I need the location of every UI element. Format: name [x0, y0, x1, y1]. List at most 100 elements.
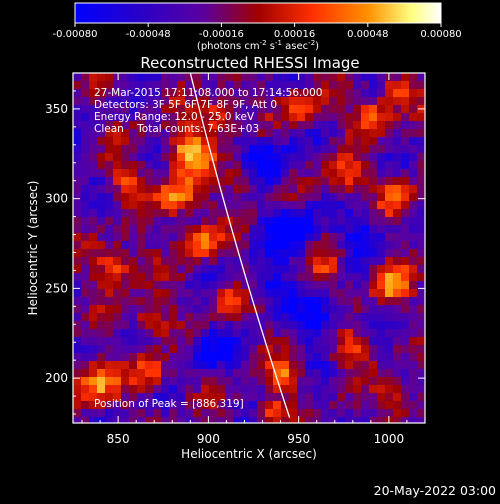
heatmap-cell [353, 417, 361, 423]
heatmap-cell [137, 145, 145, 153]
heatmap-cell [361, 313, 369, 321]
heatmap-cell [249, 377, 257, 385]
heatmap-cell [353, 225, 361, 233]
heatmap-cell [329, 409, 337, 417]
heatmap-cell [121, 321, 129, 329]
heatmap-cell [369, 249, 377, 257]
heatmap-cell [201, 393, 209, 401]
heatmap-cell [81, 153, 89, 161]
heatmap-cell [353, 89, 361, 97]
heatmap-cell [169, 225, 177, 233]
heatmap-cell [145, 73, 153, 81]
heatmap-cell [241, 353, 249, 361]
heatmap-cell [377, 201, 385, 209]
heatmap-cell [289, 313, 297, 321]
heatmap-cell [393, 73, 401, 81]
heatmap-cell [89, 105, 97, 113]
heatmap-cell [113, 361, 121, 369]
heatmap-cell [153, 81, 161, 89]
heatmap-cell [257, 153, 265, 161]
heatmap-cell [289, 89, 297, 97]
heatmap-cell [417, 185, 425, 193]
heatmap-cell [369, 329, 377, 337]
heatmap-cell [329, 297, 337, 305]
heatmap-cell [409, 89, 417, 97]
heatmap-cell [137, 193, 145, 201]
heatmap-cell [97, 321, 105, 329]
heatmap-cell [225, 169, 233, 177]
heatmap-cell [281, 89, 289, 97]
heatmap-cell [273, 265, 281, 273]
heatmap-cell [265, 201, 273, 209]
heatmap-cell [369, 273, 377, 281]
heatmap-cell [281, 217, 289, 225]
heatmap-cell [353, 249, 361, 257]
heatmap-cell [89, 89, 97, 97]
heatmap-cell [113, 409, 121, 417]
heatmap-cell [369, 193, 377, 201]
heatmap-cell [217, 177, 225, 185]
heatmap-cell [121, 281, 129, 289]
heatmap-cell [217, 113, 225, 121]
heatmap-cell [241, 345, 249, 353]
heatmap-cell [393, 321, 401, 329]
heatmap-cell [225, 305, 233, 313]
heatmap-cell [153, 353, 161, 361]
heatmap-cell [281, 345, 289, 353]
heatmap-cell [409, 249, 417, 257]
heatmap-cell [201, 209, 209, 217]
heatmap-cell [209, 329, 217, 337]
heatmap-cell [273, 129, 281, 137]
heatmap-cell [297, 249, 305, 257]
heatmap-cell [225, 273, 233, 281]
heatmap-cell [289, 265, 297, 273]
heatmap-cell [385, 345, 393, 353]
heatmap-cell [105, 217, 113, 225]
heatmap-cell [209, 289, 217, 297]
heatmap-cell [249, 361, 257, 369]
heatmap-cell [401, 121, 409, 129]
heatmap-cell [177, 385, 185, 393]
heatmap-cell [217, 129, 225, 137]
heatmap-cell [289, 161, 297, 169]
heatmap-cell [409, 257, 417, 265]
heatmap-cell [297, 417, 305, 423]
heatmap-cell [265, 177, 273, 185]
heatmap-cell [97, 361, 105, 369]
heatmap-cell [73, 129, 81, 137]
heatmap-cell [137, 73, 145, 81]
heatmap-cell [169, 393, 177, 401]
heatmap-cell [265, 297, 273, 305]
heatmap-cell [249, 169, 257, 177]
heatmap-cell [113, 305, 121, 313]
heatmap-cell [129, 81, 137, 89]
heatmap-cell [137, 177, 145, 185]
heatmap-cell [185, 137, 193, 145]
heatmap-cell [377, 321, 385, 329]
heatmap-cell [401, 313, 409, 321]
heatmap-cell [241, 281, 249, 289]
heatmap-cell [321, 121, 329, 129]
heatmap-cell [385, 161, 393, 169]
heatmap-cell [209, 241, 217, 249]
heatmap-cell [353, 401, 361, 409]
heatmap-cell [193, 193, 201, 201]
heatmap-cell [385, 201, 393, 209]
heatmap-cell [177, 105, 185, 113]
heatmap-cell [129, 121, 137, 129]
heatmap-cell [153, 409, 161, 417]
heatmap-cell [361, 217, 369, 225]
heatmap-cell [329, 209, 337, 217]
heatmap-cell [145, 241, 153, 249]
heatmap-cell [193, 137, 201, 145]
heatmap-cell [145, 121, 153, 129]
heatmap-cell [409, 337, 417, 345]
heatmap-cell [361, 129, 369, 137]
heatmap-cell [225, 369, 233, 377]
heatmap-cell [393, 225, 401, 233]
heatmap-cell [97, 121, 105, 129]
heatmap-cell [153, 121, 161, 129]
heatmap-cell [193, 177, 201, 185]
heatmap-cell [305, 377, 313, 385]
heatmap-cell [241, 417, 249, 423]
